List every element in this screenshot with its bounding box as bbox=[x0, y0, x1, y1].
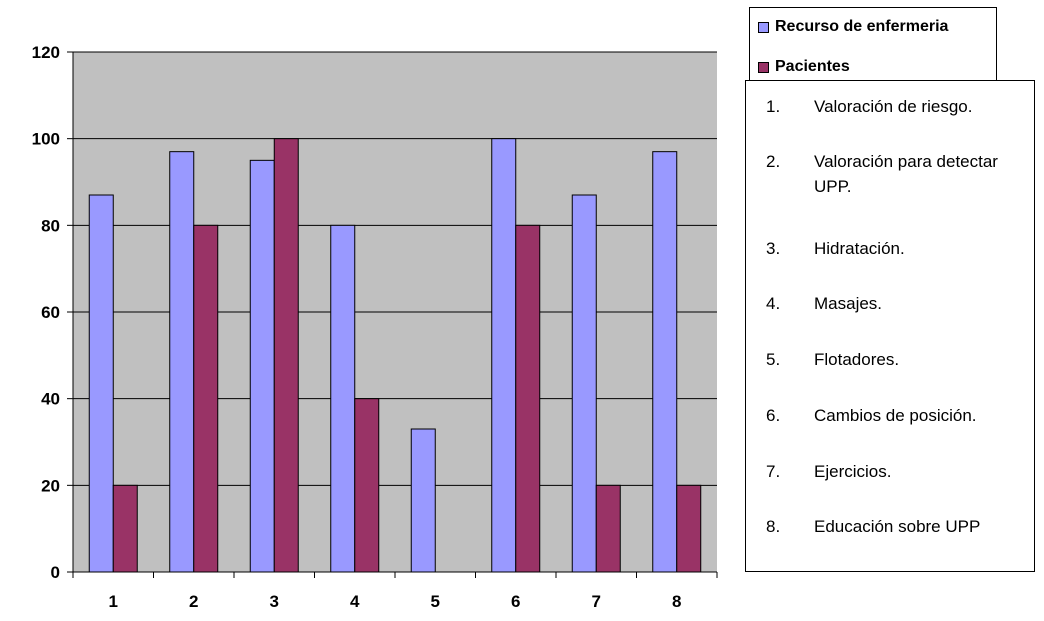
x-tick-label: 5 bbox=[431, 592, 440, 611]
key-item: 2. Valoración para detectar UPP. bbox=[766, 149, 1024, 199]
x-tick-label: 8 bbox=[672, 592, 681, 611]
y-tick-label: 120 bbox=[32, 43, 60, 62]
key-item-number: 3. bbox=[766, 239, 781, 258]
bar-pacientes-6 bbox=[515, 224, 541, 573]
legend-label-pacientes: Pacientes bbox=[775, 58, 850, 75]
key-item-number: 8. bbox=[766, 517, 781, 536]
key-item-number: 5. bbox=[766, 350, 781, 369]
bar-pacientes-2 bbox=[193, 224, 219, 573]
key-item-text: Cambios de posición. bbox=[814, 406, 977, 425]
x-tick-label: 7 bbox=[592, 592, 601, 611]
bar-pacientes-1 bbox=[112, 484, 138, 573]
key-item-number: 7. bbox=[766, 462, 781, 481]
key-item: 1. Valoración de riesgo. bbox=[766, 94, 1024, 119]
key-item-text: Valoración para detectar UPP. bbox=[814, 152, 998, 196]
x-tick-label: 1 bbox=[109, 592, 118, 611]
bar-recurso-1 bbox=[88, 194, 114, 573]
y-tick-label: 0 bbox=[51, 563, 60, 582]
axes bbox=[67, 51, 718, 578]
legend-label-recurso: Recurso de enfermeria bbox=[775, 18, 949, 35]
bar-pacientes-3 bbox=[273, 138, 299, 573]
bar-recurso-4 bbox=[330, 224, 356, 573]
key-item: 7. Ejercicios. bbox=[766, 459, 1024, 484]
key-item-text: Valoración de riesgo. bbox=[814, 97, 973, 116]
key-item-number: 6. bbox=[766, 406, 781, 425]
bar-pacientes-4 bbox=[354, 398, 380, 573]
key-item: 5. Flotadores. bbox=[766, 347, 1024, 372]
bar-recurso-6 bbox=[491, 138, 517, 573]
key-item-text: Masajes. bbox=[814, 294, 883, 313]
key-item-text: Hidratación. bbox=[814, 239, 905, 258]
key-item: 4. Masajes. bbox=[766, 291, 1024, 316]
key-item-number: 1. bbox=[766, 97, 781, 116]
x-tick-label: 6 bbox=[511, 592, 520, 611]
bar-recurso-3 bbox=[249, 159, 275, 573]
legend-entry-recurso: Recurso de enfermeria bbox=[758, 18, 948, 36]
key-item: 3. Hidratación. bbox=[766, 236, 1024, 261]
y-tick-label: 20 bbox=[41, 476, 60, 495]
bar-recurso-7 bbox=[571, 194, 597, 573]
key-item-number: 2. bbox=[766, 152, 781, 171]
legend-swatch-recurso bbox=[758, 21, 769, 33]
key-item-number: 4. bbox=[766, 294, 781, 313]
y-tick-label: 40 bbox=[41, 390, 60, 409]
y-tick-label: 60 bbox=[41, 303, 60, 322]
key-item: 6. Cambios de posición. bbox=[766, 403, 1024, 428]
bar-recurso-5 bbox=[410, 428, 436, 573]
x-tick-label: 3 bbox=[270, 592, 279, 611]
legend-swatch-pacientes bbox=[758, 61, 769, 73]
bar-pacientes-8 bbox=[676, 484, 702, 573]
tick-labels: 0 20 40 60 80 100 120 1 2 3 4 5 6 7 8 bbox=[32, 43, 682, 611]
x-tick-label: 4 bbox=[350, 592, 360, 611]
category-key-box: 1. Valoración de riesgo. 2. Valoración p… bbox=[745, 80, 1035, 572]
y-tick-label: 100 bbox=[32, 130, 60, 149]
key-item-text: Educación sobre UPP bbox=[814, 517, 981, 536]
y-tick-label: 80 bbox=[41, 216, 60, 235]
bars bbox=[88, 138, 702, 573]
bar-pacientes-7 bbox=[595, 484, 621, 573]
legend: Recurso de enfermeria Pacientes bbox=[749, 7, 997, 81]
bar-recurso-2 bbox=[169, 151, 195, 573]
key-item-text: Flotadores. bbox=[814, 350, 900, 369]
legend-entry-pacientes: Pacientes bbox=[758, 58, 850, 76]
key-item-text: Ejercicios. bbox=[814, 462, 892, 481]
key-item: 8. Educación sobre UPP bbox=[766, 514, 1024, 539]
x-tick-label: 2 bbox=[189, 592, 198, 611]
bar-recurso-8 bbox=[652, 151, 678, 573]
